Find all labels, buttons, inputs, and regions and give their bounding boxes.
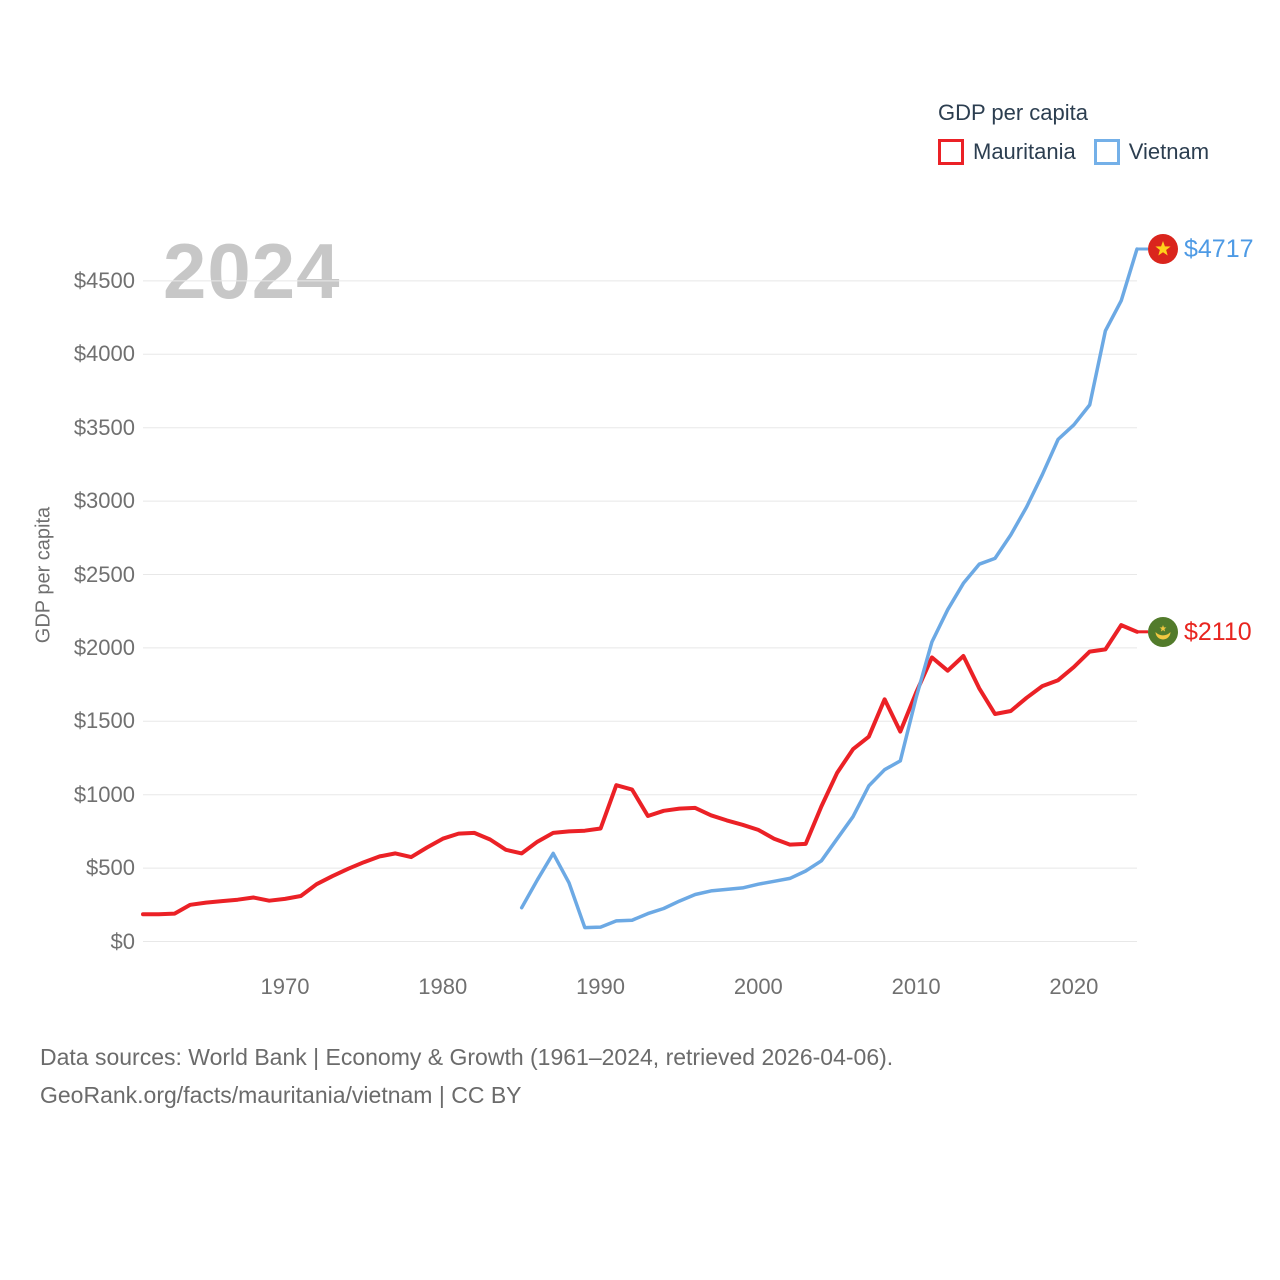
source-line-1: Data sources: World Bank | Economy & Gro… <box>40 1044 894 1070</box>
legend-label-vietnam: Vietnam <box>1128 139 1210 164</box>
y-tick-label: $1000 <box>73 781 135 807</box>
x-tick-label: 2010 <box>891 974 941 999</box>
y-tick-label: $3000 <box>73 488 135 514</box>
mauritania-swatch-icon <box>938 139 964 165</box>
legend-label-mauritania: Mauritania <box>973 139 1076 164</box>
legend-item-mauritania[interactable]: Mauritania <box>938 139 1076 165</box>
legend-item-vietnam[interactable]: Vietnam <box>1093 139 1210 165</box>
x-tick-label: 1990 <box>576 974 626 999</box>
x-tick-label: 1970 <box>260 974 310 999</box>
y-tick-label: $2500 <box>73 561 135 587</box>
y-tick-label: $2000 <box>73 634 135 660</box>
line-vietnam[interactable] <box>519 247 1139 930</box>
source-attribution: Data sources: World Bank | Economy & Gro… <box>40 1038 893 1114</box>
mauritania-end-value: $2110 <box>1184 618 1252 646</box>
y-tick-label: $3500 <box>73 414 135 440</box>
series-layer <box>141 247 1148 930</box>
gridlines-layer <box>143 280 1137 942</box>
source-line-2: GeoRank.org/facts/mauritania/vietnam | C… <box>40 1082 522 1108</box>
y-tick-label: $500 <box>86 855 135 881</box>
mauritania-flag-icon <box>1148 617 1178 647</box>
y-tick-label: $4000 <box>73 341 135 367</box>
x-tick-label: 2020 <box>1049 974 1099 999</box>
vietnam-swatch-icon <box>1093 139 1120 165</box>
y-tick-label: $1500 <box>73 708 135 734</box>
year-watermark: 2024 <box>163 227 341 315</box>
x-tick-label: 2000 <box>733 974 783 999</box>
x-tick-label: 1980 <box>418 974 468 999</box>
legend: GDP per capita Mauritania Vietnam <box>938 100 1209 165</box>
vietnam-end-value: $4717 <box>1184 235 1254 263</box>
line-mauritania[interactable] <box>141 623 1139 917</box>
y-tick-label: $4500 <box>73 267 135 293</box>
vietnam-flag-icon <box>1148 234 1178 264</box>
legend-title: GDP per capita <box>938 100 1089 125</box>
legend-items: Mauritania Vietnam <box>938 139 1209 165</box>
y-tick-label: $0 <box>110 928 135 954</box>
